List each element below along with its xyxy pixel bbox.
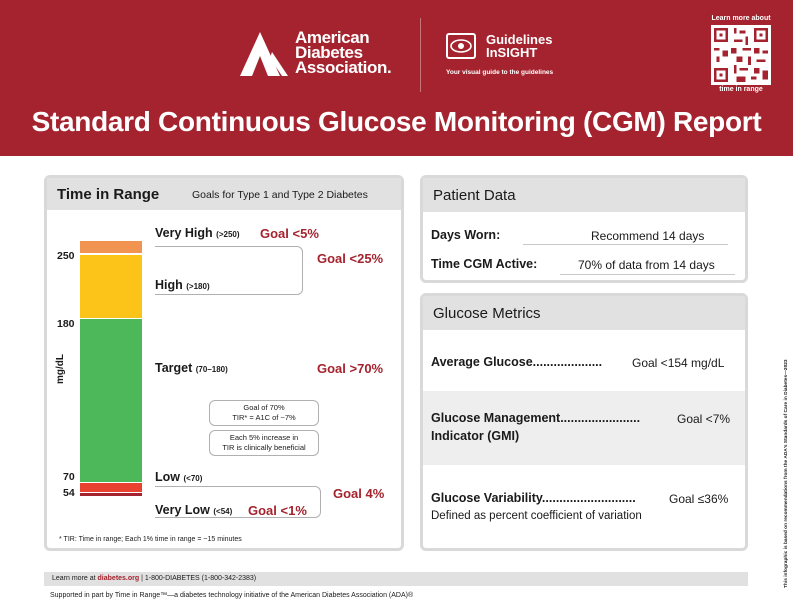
time-in-range-header: Time in Range Goals for Type 1 and Type … xyxy=(47,178,401,210)
goal-very-high: Goal <5% xyxy=(260,226,319,241)
patient-data-title: Patient Data xyxy=(433,187,516,204)
tir-footnote: * TIR: Time in range; Each 1% time in ra… xyxy=(59,536,242,543)
tir-increase-note: Each 5% increase in TIR is clinically ben… xyxy=(209,430,319,456)
guidelines-subtitle: Your visual guide to the guidelines xyxy=(446,69,554,76)
goal-low: Goal 4% xyxy=(333,486,385,501)
cat-low-name: Low xyxy=(155,470,180,484)
tick-70: 70 xyxy=(63,471,75,483)
supported-by-text: Supported in part by Time in Range™—a di… xyxy=(50,592,414,599)
gmi-band xyxy=(423,391,745,465)
org-line-1: American xyxy=(295,28,370,47)
bar-low xyxy=(80,483,142,492)
tick-54: 54 xyxy=(63,487,75,499)
days-worn-underline xyxy=(523,244,728,245)
gmi-label: Glucose Management......................… xyxy=(431,411,641,425)
cgm-active-label: Time CGM Active: xyxy=(431,257,538,271)
glucose-variability-value: Goal ≤36% xyxy=(669,492,729,506)
cat-very-low: Very Low (<54) xyxy=(155,503,232,517)
qr-code-icon[interactable] xyxy=(711,25,771,85)
footer-bar: Learn more at diabetes.org | 1-800-DIABE… xyxy=(44,572,748,586)
cat-target: Target (70–180) xyxy=(155,361,228,375)
note1-line2: TIR* = A1C of ~7% xyxy=(232,413,296,422)
phone-text: | 1-800-DIABETES (1-800-342-2383) xyxy=(139,575,257,582)
patient-data-header: Patient Data xyxy=(423,178,745,212)
tick-250: 250 xyxy=(57,250,75,262)
bar-very-high xyxy=(80,241,142,253)
goals-subtitle: Goals for Type 1 and Type 2 Diabetes xyxy=(192,189,368,201)
y-axis-label: mg/dL xyxy=(55,354,66,384)
bar-target xyxy=(80,319,142,482)
glucose-variability-label: Glucose Variability.....................… xyxy=(431,491,636,505)
time-in-range-panel: Time in Range Goals for Type 1 and Type … xyxy=(44,175,404,551)
time-in-range-title: Time in Range xyxy=(57,186,160,203)
days-worn-value: Recommend 14 days xyxy=(591,229,705,243)
avg-glucose-value: Goal <154 mg/dL xyxy=(632,356,725,370)
bar-high xyxy=(80,255,142,318)
diabetes-org-link[interactable]: diabetes.org xyxy=(97,575,140,582)
cat-target-range: (70–180) xyxy=(195,365,228,374)
org-line-3: Association. xyxy=(295,58,392,77)
goal-very-low: Goal <1% xyxy=(248,503,307,518)
cat-low-range: (<70) xyxy=(183,474,203,483)
learn-more-text: Learn more at xyxy=(52,575,98,582)
gmi-label-2: Indicator (GMI) xyxy=(431,429,520,443)
guidelines-insight-title: Guidelines InSIGHT xyxy=(486,33,552,59)
cat-target-name: Target xyxy=(155,361,193,375)
cat-very-low-range: (<54) xyxy=(213,507,233,516)
header-divider xyxy=(420,18,421,92)
guidelines-line-1: Guidelines xyxy=(486,32,553,47)
qr-caption-top: Learn more about xyxy=(711,15,771,22)
tick-180: 180 xyxy=(57,318,75,330)
org-line-2: Diabetes xyxy=(295,43,363,62)
goal-target: Goal >70% xyxy=(317,361,384,376)
avg-glucose-label: Average Glucose.................... xyxy=(431,355,603,369)
cgm-active-value: 70% of data from 14 days xyxy=(578,258,715,272)
glucose-metrics-header: Glucose Metrics xyxy=(423,296,745,330)
side-disclaimer: This infographic is based on recommendat… xyxy=(784,359,789,588)
cat-high: High (>180) xyxy=(155,278,210,292)
tir-a1c-note: Goal of 70% TIR* = A1C of ~7% xyxy=(209,400,319,426)
ada-wordmark: American Diabetes Association. xyxy=(295,28,392,77)
bar-very-low xyxy=(80,493,142,496)
eye-icon xyxy=(446,33,476,59)
low-bracket xyxy=(155,486,321,518)
high-bracket xyxy=(155,246,303,295)
guidelines-line-2: InSIGHT xyxy=(486,45,538,60)
glucose-metrics-title: Glucose Metrics xyxy=(433,305,541,322)
glucose-variability-desc: Defined as percent coefficient of variat… xyxy=(431,510,642,522)
cat-high-range: (>180) xyxy=(186,282,210,291)
cat-very-low-name: Very Low xyxy=(155,503,210,517)
page-title: Standard Continuous Glucose Monitoring (… xyxy=(31,106,762,137)
cat-high-name: High xyxy=(155,278,183,292)
cat-very-high: Very High (>250) xyxy=(155,226,240,240)
ada-triangle-logo-icon xyxy=(240,32,288,76)
gmi-value: Goal <7% xyxy=(677,412,731,426)
goal-high: Goal <25% xyxy=(317,251,384,266)
note1-line1: Goal of 70% xyxy=(243,403,285,412)
note2-line1: Each 5% increase in xyxy=(229,433,299,442)
patient-data-panel: Patient Data Days Worn: Recommend 14 day… xyxy=(420,175,748,283)
days-worn-label: Days Worn: xyxy=(431,228,501,242)
cat-very-high-name: Very High xyxy=(155,226,213,240)
note2-line2: TIR is clinically beneficial xyxy=(222,443,306,452)
qr-caption-bottom: time in range xyxy=(719,86,763,93)
cat-low: Low (<70) xyxy=(155,470,202,484)
cgm-active-underline xyxy=(560,274,735,275)
glucose-metrics-panel: Glucose Metrics Average Glucose.........… xyxy=(420,293,748,551)
header-banner: American Diabetes Association. Guideline… xyxy=(0,0,793,156)
cat-very-high-range: (>250) xyxy=(216,230,240,239)
